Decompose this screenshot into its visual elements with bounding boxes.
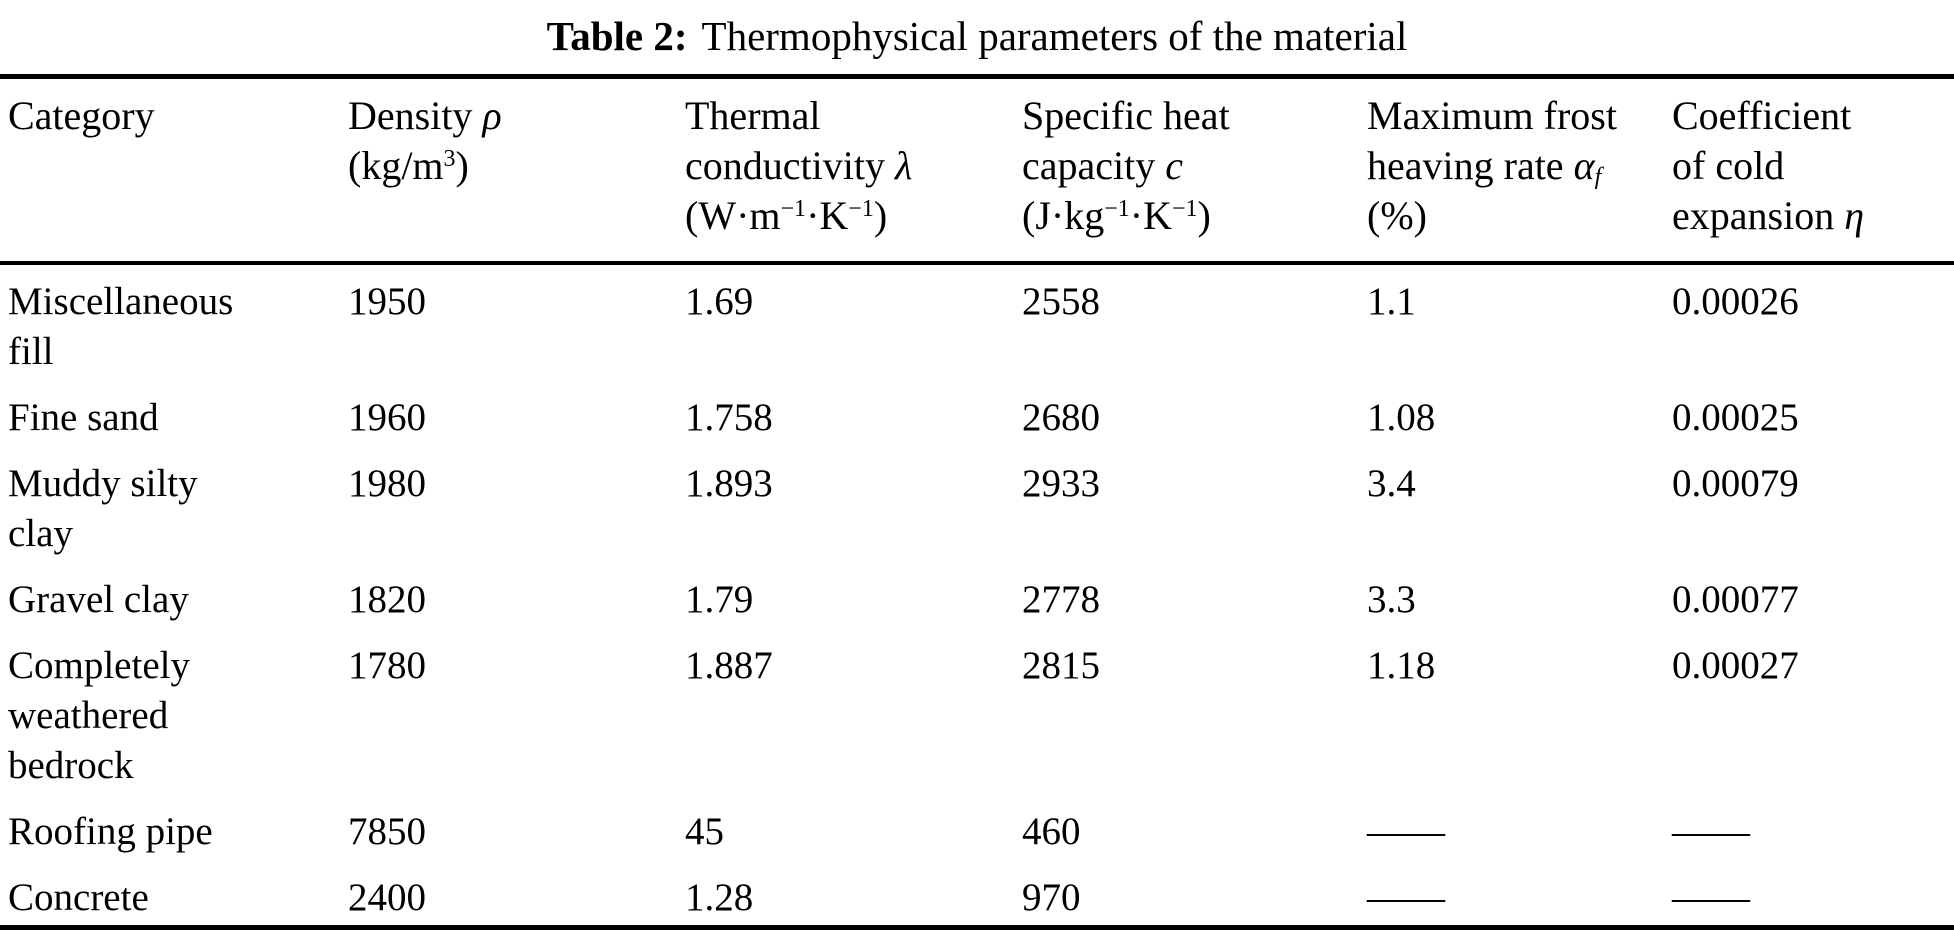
cell-frost-heaving: 1.08: [1367, 396, 1436, 439]
cell-thermal-conductivity: 45: [685, 810, 724, 853]
cell-density: 2400: [348, 876, 426, 919]
col-header-category: Category: [0, 79, 340, 265]
table-body: Miscellaneous fill 1950 1.69 2558 1.1 0.…: [0, 263, 1954, 925]
table-bottom-rule: [0, 925, 1954, 930]
cell-cold-expansion: 0.00025: [1672, 396, 1799, 439]
thermophysical-parameters-table: Category Density ρ (kg/m3) Thermal condu…: [0, 79, 1954, 925]
cell-cold-expansion: 0.00026: [1672, 280, 1799, 323]
cell-specific-heat: 970: [1022, 876, 1081, 919]
col-header-cold-expansion: Coefficient of cold expansion η: [1664, 79, 1954, 265]
cell-category: Fine sand: [8, 396, 159, 439]
table-caption-label: Table 2:: [546, 13, 688, 59]
cell-frost-heaving: 3.3: [1367, 578, 1416, 621]
cell-cold-expansion: 0.00077: [1672, 578, 1799, 621]
col-header-specific-heat: Specific heat capacity c (J·kg−1·K−1): [1014, 79, 1359, 265]
cell-category: Completely weathered bedrock: [8, 644, 190, 787]
cell-frost-heaving: 1.18: [1367, 644, 1436, 687]
cell-frost-heaving: 1.1: [1367, 280, 1416, 323]
table-top-rule: [0, 74, 1954, 79]
cell-thermal-conductivity: 1.69: [685, 280, 754, 323]
cell-category: Miscellaneous fill: [8, 280, 234, 373]
cell-density: 1780: [348, 644, 426, 687]
table-header: Category Density ρ (kg/m3) Thermal condu…: [0, 79, 1954, 265]
table-caption: Table 2: Thermophysical parameters of the…: [0, 0, 1954, 64]
cell-density: 1820: [348, 578, 426, 621]
cell-specific-heat: 2933: [1022, 462, 1100, 505]
table-row-gravel-clay: Gravel clay 1820 1.79 2778 3.3 0.00077: [0, 567, 1954, 633]
cell-category: Gravel clay: [8, 578, 189, 621]
col-header-thermal-conductivity: Thermal conductivity λ (W·m−1·K−1): [677, 79, 1014, 265]
cell-density: 1950: [348, 280, 426, 323]
cell-density: 7850: [348, 810, 426, 853]
cell-thermal-conductivity: 1.28: [685, 876, 754, 919]
table-row-muddy-silty-clay: Muddy silty clay 1980 1.893 2933 3.4 0.0…: [0, 451, 1954, 567]
cell-cold-expansion: ——: [1672, 876, 1750, 919]
col-header-max-frost-heaving: Maximum frost heaving rate αf (%): [1359, 79, 1664, 265]
header-row: Category Density ρ (kg/m3) Thermal condu…: [0, 79, 1954, 265]
table-row-fine-sand: Fine sand 1960 1.758 2680 1.08 0.00025: [0, 385, 1954, 451]
table-row-concrete: Concrete 2400 1.28 970 —— ——: [0, 865, 1954, 925]
cell-cold-expansion: 0.00079: [1672, 462, 1799, 505]
table-row-miscellaneous-fill: Miscellaneous fill 1950 1.69 2558 1.1 0.…: [0, 263, 1954, 385]
cell-specific-heat: 2680: [1022, 396, 1100, 439]
cell-specific-heat: 2815: [1022, 644, 1100, 687]
col-header-density: Density ρ (kg/m3): [340, 79, 677, 265]
table-row-completely-weathered-bedrock: Completely weathered bedrock 1780 1.887 …: [0, 633, 1954, 799]
cell-thermal-conductivity: 1.887: [685, 644, 773, 687]
cell-specific-heat: 460: [1022, 810, 1081, 853]
cell-cold-expansion: ——: [1672, 810, 1750, 853]
cell-density: 1980: [348, 462, 426, 505]
table-caption-text: Thermophysical parameters of the materia…: [701, 13, 1408, 59]
cell-thermal-conductivity: 1.758: [685, 396, 773, 439]
cell-category: Roofing pipe: [8, 810, 213, 853]
cell-frost-heaving: ——: [1367, 810, 1445, 853]
cell-specific-heat: 2558: [1022, 280, 1100, 323]
cell-frost-heaving: 3.4: [1367, 462, 1416, 505]
cell-thermal-conductivity: 1.79: [685, 578, 754, 621]
cell-category: Muddy silty clay: [8, 462, 198, 555]
table-row-roofing-pipe: Roofing pipe 7850 45 460 —— ——: [0, 799, 1954, 865]
cell-frost-heaving: ——: [1367, 876, 1445, 919]
cell-thermal-conductivity: 1.893: [685, 462, 773, 505]
cell-density: 1960: [348, 396, 426, 439]
cell-category: Concrete: [8, 876, 149, 919]
cell-specific-heat: 2778: [1022, 578, 1100, 621]
cell-cold-expansion: 0.00027: [1672, 644, 1799, 687]
